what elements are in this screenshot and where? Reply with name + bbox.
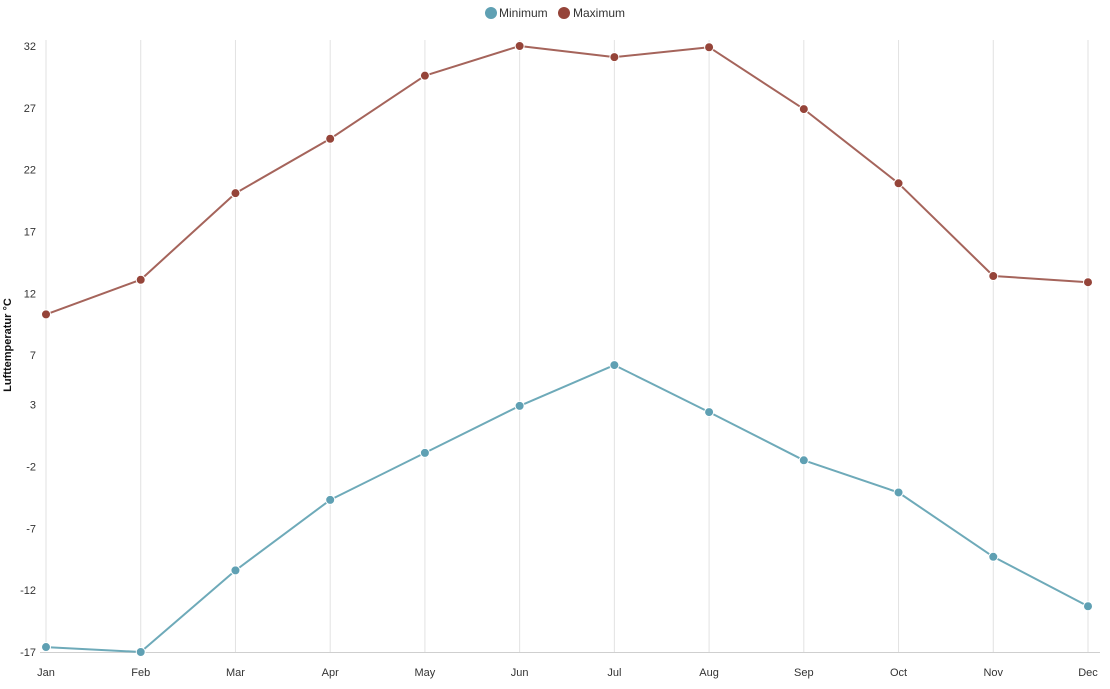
data-point-minimum-jun[interactable] — [514, 400, 525, 411]
data-point-minimum-apr[interactable] — [325, 494, 336, 505]
x-tick-label-apr: Apr — [322, 667, 339, 679]
series — [41, 41, 1093, 657]
y-tick-label: -17 — [20, 647, 36, 659]
data-point-maximum-dec[interactable] — [1083, 277, 1093, 288]
data-point-maximum-apr[interactable] — [325, 133, 336, 144]
legend-item-maximum[interactable]: Maximum — [558, 6, 625, 20]
legend-marker-minimum — [485, 7, 497, 19]
x-tick-label-nov: Nov — [983, 667, 1003, 679]
y-tick-label: 17 — [24, 227, 36, 239]
x-axis: Jan Feb Mar Apr May Jun Jul Aug Sep Oct Nov Dec — [37, 652, 1100, 679]
legend-label-maximum: Maximum — [573, 6, 625, 20]
legend-item-minimum[interactable]: Minimum — [485, 6, 548, 20]
y-tick-label: 7 — [30, 350, 36, 362]
data-point-minimum-jan[interactable] — [41, 642, 51, 653]
data-point-minimum-nov[interactable] — [988, 551, 999, 562]
data-point-maximum-aug[interactable] — [704, 42, 715, 53]
x-tick-label-dec: Dec — [1078, 667, 1098, 679]
data-point-maximum-feb[interactable] — [135, 274, 146, 285]
y-tick-label: 32 — [24, 41, 36, 53]
x-tick-label-jan: Jan — [37, 667, 55, 679]
data-point-maximum-jan[interactable] — [41, 309, 51, 320]
x-tick-label-mar: Mar — [226, 667, 245, 679]
data-point-minimum-oct[interactable] — [893, 487, 904, 498]
grid — [45, 40, 1089, 652]
data-point-maximum-oct[interactable] — [893, 178, 904, 189]
x-tick-label-jun: Jun — [511, 667, 529, 679]
series-minimum — [41, 360, 1093, 657]
y-tick-label: -7 — [26, 523, 36, 535]
y-tick-label: 22 — [24, 165, 36, 177]
x-tick-label-jul: Jul — [607, 667, 621, 679]
data-point-minimum-may[interactable] — [419, 447, 430, 458]
series-line-minimum — [45, 364, 1089, 653]
x-tick-label-aug: Aug — [699, 667, 719, 679]
data-point-minimum-dec[interactable] — [1083, 601, 1093, 612]
x-tick-label-feb: Feb — [131, 667, 150, 679]
data-point-maximum-jul[interactable] — [609, 52, 620, 63]
x-tick-label-may: May — [415, 667, 436, 679]
data-point-maximum-may[interactable] — [419, 70, 430, 81]
y-axis: Lufttemperatur °C 32 27 22 17 12 7 3 -2 -7 -12 -17 — [2, 41, 36, 659]
y-tick-label: 3 — [30, 400, 36, 412]
data-point-maximum-jun[interactable] — [514, 41, 525, 51]
y-tick-label: -12 — [20, 585, 36, 597]
series-maximum — [41, 41, 1093, 320]
x-tick-label-sep: Sep — [794, 667, 814, 679]
y-tick-label: 27 — [24, 103, 36, 115]
data-point-maximum-mar[interactable] — [230, 188, 241, 199]
legend: Minimum Maximum — [485, 6, 625, 20]
data-point-minimum-feb[interactable] — [135, 647, 146, 657]
data-point-maximum-sep[interactable] — [798, 104, 809, 115]
data-point-minimum-aug[interactable] — [704, 407, 715, 418]
legend-label-minimum: Minimum — [499, 6, 548, 20]
data-point-minimum-mar[interactable] — [230, 565, 241, 576]
data-point-maximum-nov[interactable] — [988, 271, 999, 282]
data-point-minimum-jul[interactable] — [609, 360, 620, 371]
data-point-minimum-sep[interactable] — [798, 455, 809, 466]
legend-marker-maximum — [558, 7, 570, 19]
y-axis-title: Lufttemperatur °C — [2, 298, 14, 392]
y-tick-label: 12 — [24, 288, 36, 300]
y-tick-label: -2 — [26, 461, 36, 473]
series-line-maximum — [45, 45, 1089, 316]
x-tick-label-oct: Oct — [890, 667, 907, 679]
